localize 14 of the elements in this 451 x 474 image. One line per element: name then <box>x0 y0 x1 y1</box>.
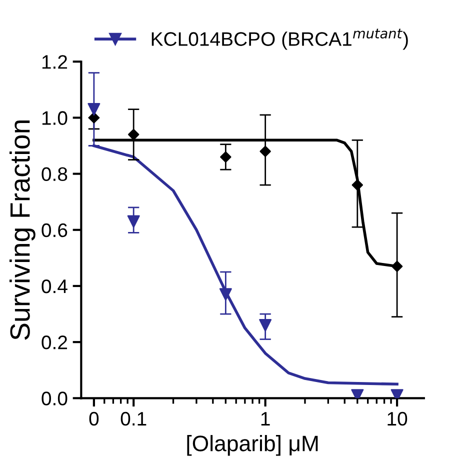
y-tick-label: 0.8 <box>42 167 68 182</box>
y-axis-title: Surviving Fraction <box>10 120 36 340</box>
x-tick-label: 0.1 <box>120 412 146 426</box>
y-tick-label: 0.6 <box>42 223 68 238</box>
x-tick-label: 1 <box>261 412 270 426</box>
x-axis-title: [Olaparib] μM <box>187 435 318 456</box>
x-tick-label: 10 <box>388 412 408 426</box>
y-tick-label: 0.4 <box>42 279 68 294</box>
legend-label: KCL014BCPO (BRCA1$^{mutant}$) <box>152 28 408 50</box>
y-tick-label: 1.2 <box>42 55 68 69</box>
y-tick-label: 0.2 <box>42 336 68 350</box>
y-tick-label: 0.0 <box>42 392 68 406</box>
y-tick-label: 1.0 <box>42 111 68 125</box>
x-tick-label: 0 <box>89 412 99 426</box>
